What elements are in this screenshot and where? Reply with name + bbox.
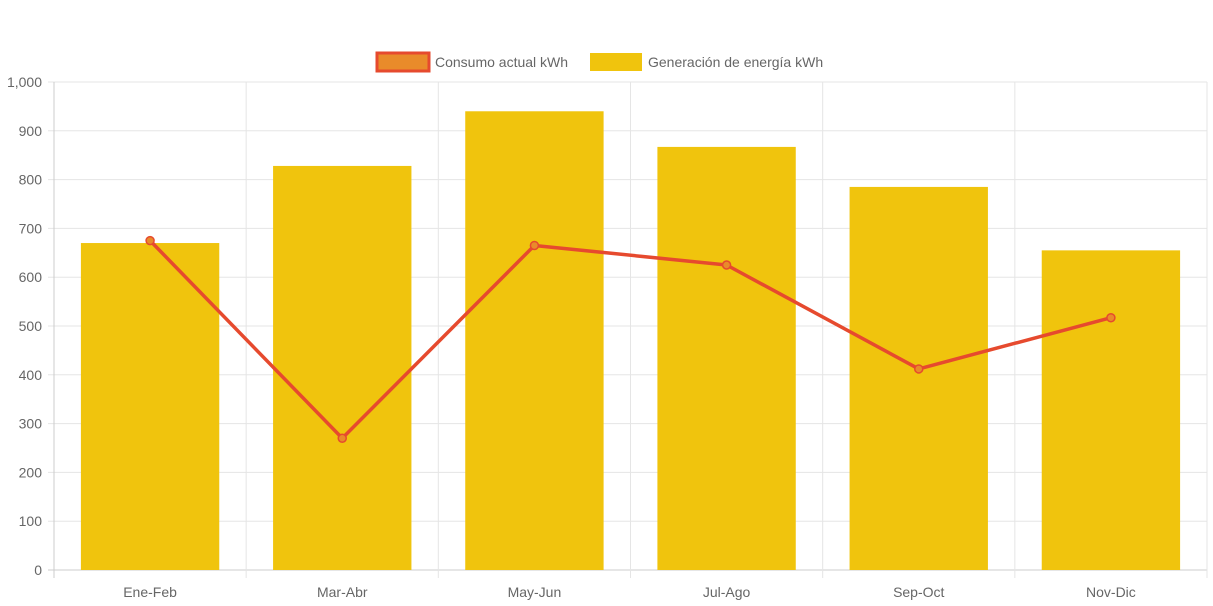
x-tick-label: Ene-Feb xyxy=(123,584,177,600)
line-point-mar-abr[interactable] xyxy=(337,433,347,443)
bar-sep-oct[interactable] xyxy=(849,186,988,571)
bar-nov-dic[interactable] xyxy=(1041,250,1181,571)
line-series xyxy=(145,235,1116,443)
legend-line-swatch-icon[interactable] xyxy=(375,51,431,73)
bar-may-jun[interactable] xyxy=(465,111,604,570)
x-tick-label: Jul-Ago xyxy=(703,584,751,600)
y-tick-label: 500 xyxy=(19,318,43,334)
x-tick-label: Mar-Abr xyxy=(317,584,368,600)
y-tick-label: 700 xyxy=(19,220,43,236)
grid-lines xyxy=(48,81,1208,578)
bar-series xyxy=(80,111,1181,571)
x-tick-label: Nov-Dic xyxy=(1086,584,1136,600)
legend-label-consumo[interactable]: Consumo actual kWh xyxy=(435,54,568,70)
legend-bar-swatch-icon[interactable] xyxy=(590,53,642,71)
y-tick-label: 400 xyxy=(19,367,43,383)
y-tick-label: 200 xyxy=(19,464,43,480)
line-point-nov-dic[interactable] xyxy=(1106,312,1116,323)
y-tick-label: 1,000 xyxy=(7,74,42,90)
legend: Consumo actual kWh Generación de energía… xyxy=(375,51,823,73)
y-tick-label: 800 xyxy=(19,172,43,188)
axes: 0 100 200 300 400 500 600 700 800 900 1,000 Ene-Feb… xyxy=(7,74,1136,600)
y-tick-label: 300 xyxy=(19,416,43,432)
y-tick-label: 0 xyxy=(34,562,42,578)
y-tick-label: 100 xyxy=(19,513,43,529)
x-tick-label: Sep-Oct xyxy=(893,584,944,600)
line-point-sep-oct[interactable] xyxy=(914,364,924,374)
line-point-jul-ago[interactable] xyxy=(721,260,732,270)
y-tick-label: 900 xyxy=(19,123,43,139)
bar-mar-abr[interactable] xyxy=(273,165,412,570)
y-tick-label: 600 xyxy=(19,269,43,285)
legend-label-generacion[interactable]: Generación de energía kWh xyxy=(648,54,823,70)
line-point-ene-feb[interactable] xyxy=(145,235,155,246)
bar-ene-feb[interactable] xyxy=(80,243,220,571)
line-point-may-jun[interactable] xyxy=(529,240,540,251)
x-tick-label: May-Jun xyxy=(508,584,562,600)
bar-jul-ago[interactable] xyxy=(657,146,796,571)
consumo-line xyxy=(148,239,1112,440)
